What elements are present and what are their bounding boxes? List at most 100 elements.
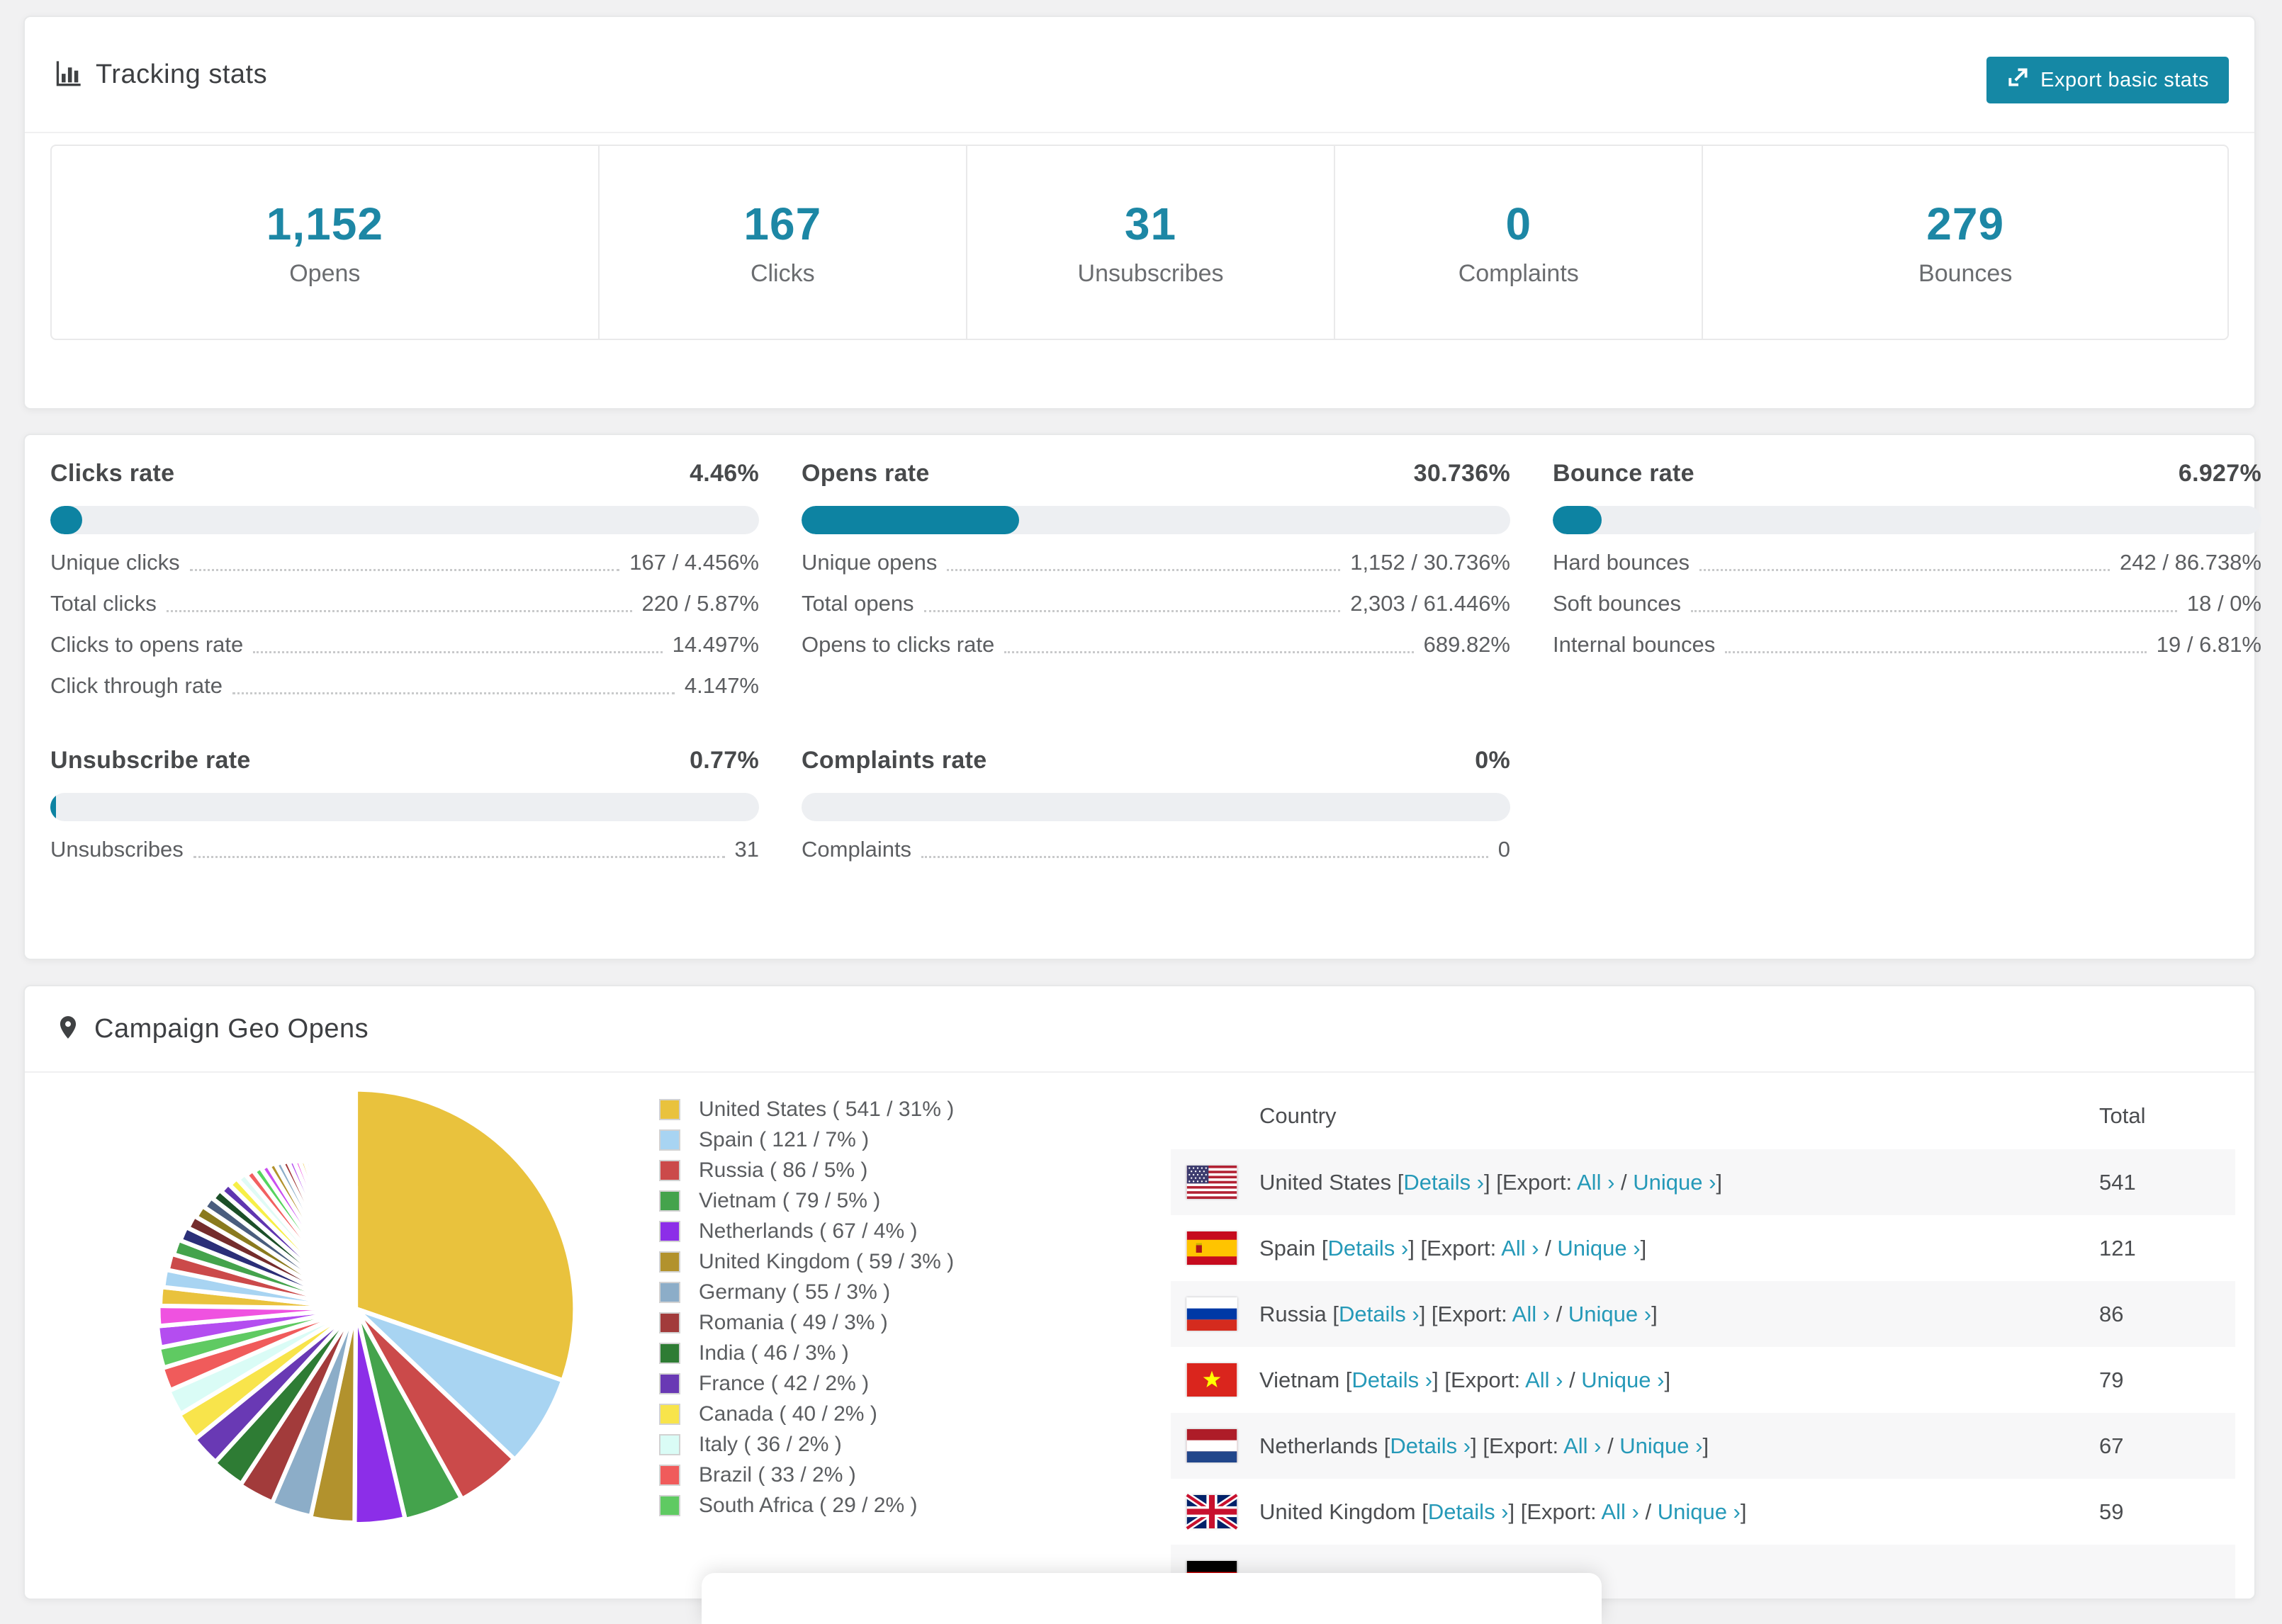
legend-item-romania[interactable]: Romania ( 49 / 3% ) — [659, 1307, 954, 1338]
rate-row: Unique clicks 167 / 4.456% — [50, 550, 759, 575]
summary-value: 31 — [1124, 198, 1177, 249]
legend-item-russia[interactable]: Russia ( 86 / 5% ) — [659, 1155, 954, 1185]
rate-row: Unsubscribes 31 — [50, 837, 759, 862]
rate-row-value: 2,303 / 61.446% — [1350, 591, 1510, 616]
pie-slice-united-states[interactable] — [353, 1087, 578, 1384]
export-unique-link[interactable]: Unique › — [1657, 1499, 1741, 1524]
country-cell: Vietnam [Details ›] [Export: All › / Uni… — [1259, 1367, 1671, 1392]
country-flag-icon-us — [1186, 1166, 1237, 1199]
legend-item-italy[interactable]: Italy ( 36 / 2% ) — [659, 1429, 954, 1460]
export-all-link[interactable]: All › — [1577, 1169, 1615, 1195]
details-link[interactable]: Details › — [1390, 1433, 1471, 1458]
rate-row: Internal bounces 19 / 6.81% — [1553, 632, 2261, 658]
legend-label: Canada ( 40 / 2% ) — [699, 1402, 877, 1426]
legend-item-india[interactable]: India ( 46 / 3% ) — [659, 1338, 954, 1368]
rate-rows: Hard bounces 242 / 86.738% Soft bounces 18 … — [1553, 550, 2261, 658]
rate-value: 30.736% — [1413, 460, 1510, 487]
country-flag-icon-es — [1186, 1231, 1237, 1265]
table-row-united-kingdom: United Kingdom [Details ›] [Export: All … — [1171, 1479, 2235, 1545]
rate-row-label: Clicks to opens rate — [50, 632, 244, 657]
rate-progressbar — [1553, 506, 2261, 534]
rate-row-label: Total opens — [802, 591, 914, 616]
export-all-link[interactable]: All › — [1601, 1499, 1639, 1524]
export-unique-link[interactable]: Unique › — [1619, 1433, 1703, 1458]
export-unique-link[interactable]: Unique › — [1581, 1367, 1665, 1392]
rate-title: Clicks rate — [50, 460, 175, 487]
rate-progress-fill — [802, 506, 1020, 534]
summary-label: Complaints — [1458, 259, 1579, 287]
legend-item-brazil[interactable]: Brazil ( 33 / 2% ) — [659, 1460, 954, 1490]
legend-item-united-states[interactable]: United States ( 541 / 31% ) — [659, 1094, 954, 1124]
legend-item-south-africa[interactable]: South Africa ( 29 / 2% ) — [659, 1490, 954, 1521]
legend-item-canada[interactable]: Canada ( 40 / 2% ) — [659, 1399, 954, 1429]
legend-swatch — [659, 1281, 680, 1303]
details-link[interactable]: Details › — [1327, 1235, 1409, 1261]
rate-row-label: Opens to clicks rate — [802, 632, 995, 657]
legend-swatch — [659, 1464, 680, 1486]
country-flag-icon-vn — [1186, 1363, 1237, 1397]
export-all-link[interactable]: All › — [1512, 1301, 1551, 1326]
legend-item-vietnam[interactable]: Vietnam ( 79 / 5% ) — [659, 1185, 954, 1216]
legend-item-netherlands[interactable]: Netherlands ( 67 / 4% ) — [659, 1216, 954, 1246]
summary-cell-unsubscribes: 31 Unsubscribes — [965, 146, 1334, 339]
rate-row-leader — [1690, 609, 2177, 612]
details-link[interactable]: Details › — [1427, 1499, 1509, 1524]
export-button-label: Export basic stats — [2040, 68, 2209, 91]
legend-item-united-kingdom[interactable]: United Kingdom ( 59 / 3% ) — [659, 1246, 954, 1277]
summary-label: Opens — [289, 259, 361, 287]
legend-label: Romania ( 49 / 3% ) — [699, 1310, 888, 1334]
export-basic-stats-button[interactable]: Export basic stats — [1986, 57, 2229, 103]
details-link[interactable]: Details › — [1339, 1301, 1420, 1326]
pie-slice-other[interactable] — [352, 1185, 359, 1309]
legend-label: United Kingdom ( 59 / 3% ) — [699, 1249, 955, 1273]
rate-row-leader — [923, 609, 1341, 612]
geo-card-header: Campaign Geo Opens — [55, 986, 2229, 1071]
export-all-link[interactable]: All › — [1525, 1367, 1563, 1392]
summary-cell-opens: 1,152 Opens — [52, 146, 598, 339]
legend-swatch — [659, 1190, 680, 1212]
export-unique-link[interactable]: Unique › — [1568, 1301, 1652, 1326]
legend-label: India ( 46 / 3% ) — [699, 1341, 849, 1365]
legend-swatch — [659, 1251, 680, 1273]
rate-row: Clicks to opens rate 14.497% — [50, 632, 759, 658]
details-link[interactable]: Details › — [1351, 1367, 1433, 1392]
summary-label: Bounces — [1918, 259, 2013, 287]
export-all-link[interactable]: All › — [1563, 1433, 1602, 1458]
rate-progress-fill — [1553, 506, 1602, 534]
rate-row-value: 689.82% — [1423, 632, 1510, 657]
rate-progress-fill — [50, 793, 56, 821]
export-unique-link[interactable]: Unique › — [1633, 1169, 1716, 1195]
rate-row-label: Soft bounces — [1553, 591, 1681, 616]
rate-rows: Complaints 0 — [802, 837, 1510, 862]
rate-row: Total clicks 220 / 5.87% — [50, 591, 759, 616]
total-cell: 121 — [2099, 1235, 2136, 1261]
rate-row-label: Internal bounces — [1553, 632, 1716, 657]
export-unique-link[interactable]: Unique › — [1557, 1235, 1641, 1261]
geo-table-body: United States [Details ›] [Export: All ›… — [1171, 1149, 2235, 1598]
geo-pie-chart[interactable] — [122, 1075, 590, 1543]
page-title: Tracking stats — [96, 59, 268, 89]
rate-row-leader — [189, 568, 620, 571]
rate-section-bounce: Bounce rate 6.927% Hard bounces 242 / 86.7… — [1553, 460, 2261, 658]
rate-title: Bounce rate — [1553, 460, 1694, 487]
legend-item-france[interactable]: France ( 42 / 2% ) — [659, 1368, 954, 1399]
country-flag-icon-ru — [1186, 1297, 1237, 1331]
rate-row-value: 4.147% — [684, 673, 759, 698]
country-cell: Netherlands [Details ›] [Export: All › /… — [1259, 1433, 1709, 1458]
rate-row-value: 14.497% — [672, 632, 759, 657]
rate-row-leader — [947, 568, 1341, 571]
details-link[interactable]: Details › — [1403, 1169, 1485, 1195]
table-row-spain: Spain [Details ›] [Export: All › / Uniqu… — [1171, 1215, 2235, 1281]
legend-item-spain[interactable]: Spain ( 121 / 7% ) — [659, 1124, 954, 1155]
legend-swatch — [659, 1403, 680, 1425]
rate-progressbar — [50, 506, 759, 534]
export-all-link[interactable]: All › — [1501, 1235, 1539, 1261]
legend-item-germany[interactable]: Germany ( 55 / 3% ) — [659, 1277, 954, 1307]
rate-progress-fill — [50, 506, 82, 534]
bar-chart-icon — [55, 59, 83, 91]
rate-row: Soft bounces 18 / 0% — [1553, 591, 2261, 616]
column-country: Country — [1259, 1103, 1337, 1128]
summary-value: 167 — [743, 198, 822, 249]
legend-swatch — [659, 1312, 680, 1333]
